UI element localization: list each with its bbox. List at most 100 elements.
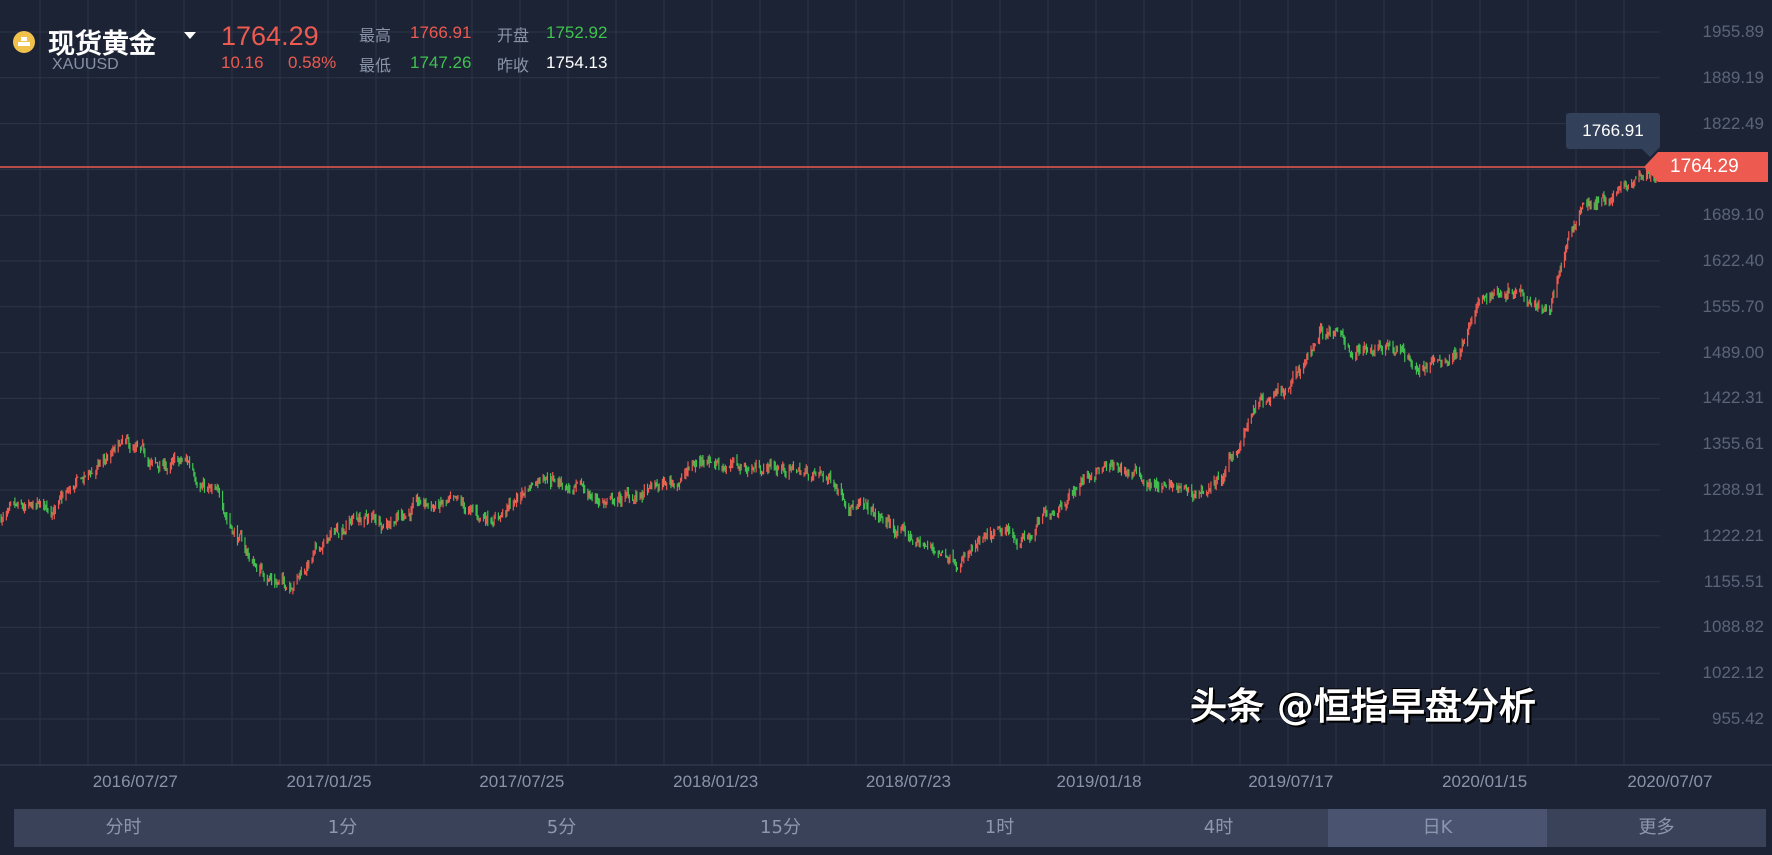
candle: [50, 505, 52, 518]
candle: [639, 492, 641, 501]
candle: [1522, 289, 1524, 297]
candle: [1135, 465, 1137, 475]
candle: [1231, 453, 1233, 462]
candle: [941, 550, 944, 554]
candle: [1230, 453, 1232, 462]
candle: [438, 499, 440, 509]
tab-1min[interactable]: 1分: [327, 817, 358, 838]
candle: [573, 485, 575, 495]
candle: [1164, 481, 1166, 487]
candle: [7, 507, 10, 514]
candle: [737, 463, 739, 469]
candle: [1240, 440, 1242, 451]
tab-timeshare[interactable]: 分时: [105, 817, 142, 838]
tab-daily[interactable]: 日K: [1328, 809, 1547, 847]
candle: [1351, 352, 1354, 360]
candle: [345, 520, 347, 535]
candles: [0, 158, 1671, 595]
candle: [333, 527, 336, 536]
crosshair-tooltip: 1766.91: [1566, 113, 1660, 157]
candle: [1199, 491, 1201, 495]
candle: [1200, 484, 1202, 498]
candle: [1124, 466, 1126, 475]
tab-4hour[interactable]: 4时: [1203, 817, 1234, 838]
candle: [1260, 392, 1262, 401]
candle: [410, 506, 412, 522]
candle: [512, 500, 514, 511]
candle: [805, 464, 807, 474]
candle: [200, 483, 202, 489]
candle: [337, 522, 339, 534]
candle: [830, 470, 832, 484]
candle: [1415, 362, 1418, 375]
candle: [508, 498, 510, 512]
candle: [1081, 477, 1083, 486]
candle: [1521, 289, 1523, 293]
candle: [933, 546, 935, 556]
candle: [246, 548, 248, 556]
candle: [1414, 366, 1416, 370]
candlestick-chart[interactable]: [0, 0, 1772, 800]
candle: [900, 526, 902, 534]
candle: [387, 520, 389, 530]
dropdown-caret-icon[interactable]: [184, 32, 196, 39]
candle: [581, 483, 584, 487]
candle: [367, 513, 370, 524]
candle: [65, 490, 67, 501]
candle: [352, 513, 355, 519]
candle: [468, 506, 470, 515]
candle: [820, 470, 822, 474]
candle: [528, 485, 530, 492]
candle: [738, 465, 740, 472]
candle: [1508, 287, 1510, 294]
candle: [879, 513, 881, 523]
candle: [956, 567, 959, 571]
candle: [1587, 198, 1589, 211]
candle: [477, 515, 479, 522]
candle: [1603, 191, 1605, 202]
candle: [792, 461, 795, 471]
high-label: 最高: [359, 26, 392, 45]
candle: [476, 504, 478, 520]
low-label: 最低: [359, 56, 392, 75]
candle: [732, 457, 734, 469]
candle: [44, 501, 46, 511]
candle: [804, 467, 806, 476]
candle: [36, 497, 38, 509]
candle: [193, 468, 195, 477]
candle: [1430, 357, 1432, 366]
candle: [315, 542, 317, 550]
candle: [865, 498, 867, 504]
candle: [797, 470, 799, 473]
candle: [1573, 220, 1575, 233]
tab-15min[interactable]: 15分: [760, 817, 801, 838]
candle: [403, 513, 405, 521]
candle: [751, 464, 753, 475]
candle: [1027, 534, 1029, 540]
candle: [69, 485, 71, 495]
candle: [501, 512, 503, 518]
candle: [92, 472, 94, 474]
candle: [1252, 404, 1255, 416]
tab-1hour[interactable]: 1时: [984, 817, 1015, 838]
candle: [305, 570, 307, 575]
candle: [721, 465, 723, 472]
candle: [923, 542, 926, 549]
candle: [67, 487, 69, 494]
candle: [1388, 342, 1390, 351]
candle: [263, 572, 265, 582]
candle: [632, 494, 634, 501]
candle: [1253, 407, 1256, 415]
instrument-name[interactable]: 现货黄金: [48, 29, 156, 60]
tab-5min[interactable]: 5分: [546, 817, 577, 838]
candle: [897, 525, 899, 537]
tab-more[interactable]: 更多: [1638, 817, 1675, 838]
candle: [597, 497, 600, 508]
candle: [192, 463, 194, 471]
x-tick-label: 2017/01/25: [286, 772, 372, 791]
candle: [1456, 352, 1458, 359]
candle: [1381, 345, 1383, 355]
candle: [546, 472, 549, 484]
candle: [1140, 472, 1142, 480]
candle: [584, 484, 586, 494]
